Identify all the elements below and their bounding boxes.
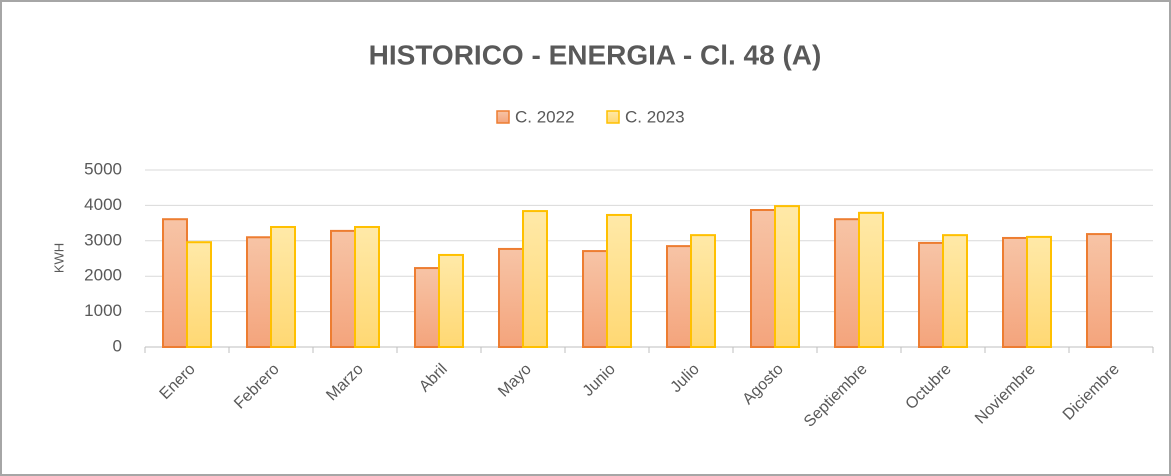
bar [1086,233,1112,349]
bar [918,241,944,348]
bar [522,210,548,348]
bar [750,209,776,348]
y-tick-label: 0 [113,336,122,355]
legend-label: C. 2023 [625,107,685,126]
chart-title: HISTORICO - ENERGIA - Cl. 48 (A) [369,39,822,70]
bar [270,225,296,348]
y-tick-label: 4000 [84,195,122,214]
bar [162,218,188,348]
bar [498,247,524,348]
bar [606,213,632,348]
bar [1026,235,1052,349]
y-tick-label: 2000 [84,266,122,285]
bar [414,267,440,349]
bar [834,218,860,348]
bar [438,253,464,349]
legend-swatch [606,110,620,124]
bar [666,245,692,348]
y-axis-label: KWH [51,243,66,273]
bar [942,234,968,348]
bar [330,229,356,348]
bar [354,225,380,348]
bar [186,241,212,348]
bar [858,211,884,348]
y-tick-label: 1000 [84,301,122,320]
bar [246,236,272,348]
bar [690,234,716,348]
bar [774,205,800,348]
y-tick-label: 5000 [84,159,122,178]
y-tick-label: 3000 [84,230,122,249]
bar [582,250,608,348]
legend-swatch [496,110,510,124]
bar [1002,236,1028,348]
legend-label: C. 2022 [515,107,575,126]
